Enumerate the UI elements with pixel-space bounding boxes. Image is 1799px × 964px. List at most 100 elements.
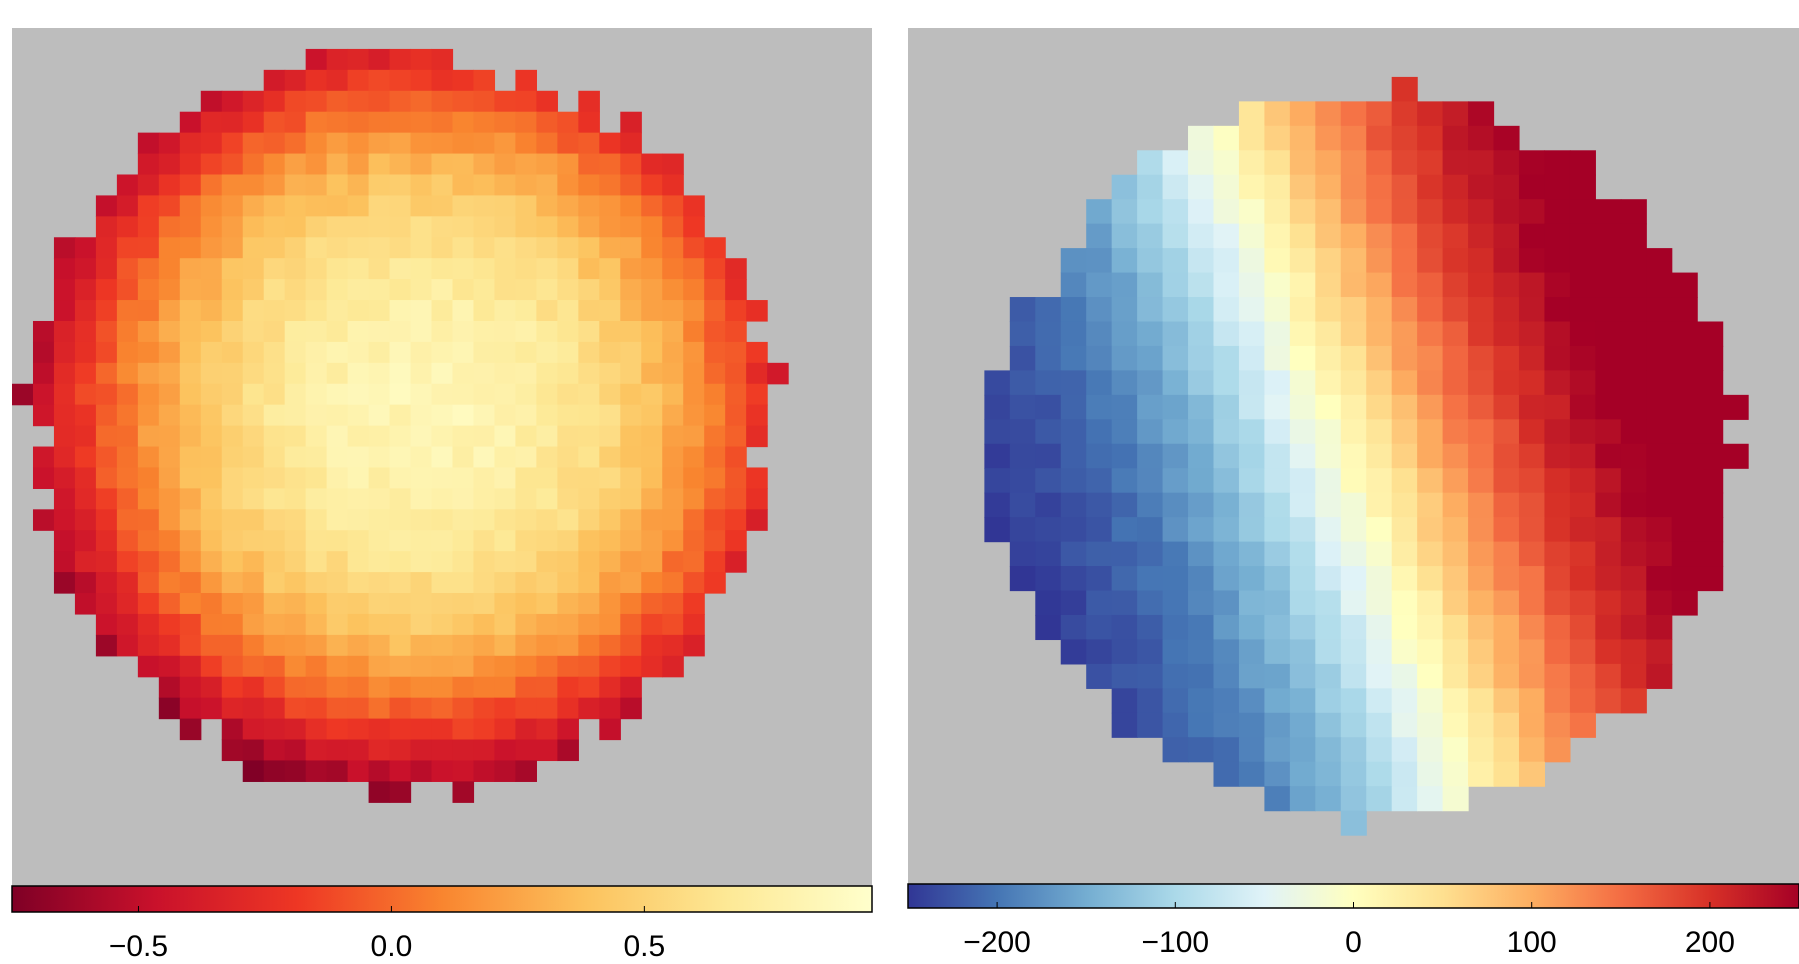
heatmap-cell [494,572,517,594]
heatmap-cell [1315,223,1342,249]
heatmap-cell [53,530,76,552]
heatmap-cell [263,467,286,489]
heatmap-cell [326,760,349,782]
heatmap-cell [179,718,202,741]
heatmap-cell [410,676,433,699]
heatmap-cell [1620,566,1647,592]
heatmap-cell [1518,174,1546,200]
heatmap-cell [1162,272,1189,298]
heatmap-cell [1569,345,1596,371]
heatmap-cell [1544,370,1571,396]
heatmap-cell [1518,297,1546,323]
heatmap-cell [263,760,286,782]
heatmap-cell [347,739,370,762]
heatmap-cell [305,613,328,636]
heatmap-cell [221,655,244,678]
heatmap-cell [1162,150,1189,176]
heatmap-cell [599,237,621,259]
heatmap-cell [473,488,496,510]
heatmap-cell [326,655,349,678]
heatmap-cell [1569,663,1596,689]
heatmap-cell [599,467,621,489]
heatmap-cell [158,676,181,699]
heatmap-cell [1366,419,1393,445]
heatmap-cell [368,551,391,573]
heatmap-cell [1671,443,1698,469]
heatmap-cell [1417,468,1444,494]
heatmap-cell [1315,101,1342,127]
heatmap-cell [1391,688,1418,714]
heatmap-cell [1009,419,1036,445]
heatmap-cell [515,237,537,259]
heatmap-cell [1289,248,1316,274]
heatmap-cell [431,195,454,217]
heatmap-cell [1544,199,1571,225]
heatmap-cell [284,488,307,510]
heatmap-cell [1188,492,1215,518]
heatmap-cell [1238,614,1265,641]
heatmap-cell [1188,223,1215,249]
heatmap-cell [1009,394,1036,420]
heatmap-cell [515,760,537,782]
heatmap-cell [1518,517,1546,543]
heatmap-cell [599,593,621,615]
heatmap-cell [1417,761,1444,787]
heatmap-cell [95,446,118,469]
heatmap-cell [347,446,370,469]
heatmap-cell [683,467,705,489]
heatmap-cell [1086,590,1113,616]
heatmap-cell [389,530,412,552]
heatmap-cell [1569,712,1596,738]
heatmap-cell [284,446,307,469]
heatmap-cell [1417,199,1444,225]
heatmap-cell [662,404,684,427]
heatmap-cell [1493,248,1520,274]
heatmap-cell [515,572,537,594]
heatmap-cell [452,655,475,678]
heatmap-cell [305,195,328,217]
heatmap-cell [1366,590,1393,616]
heatmap-cell [1238,321,1265,347]
heatmap-cell [1366,663,1393,689]
heatmap-cell [1162,419,1189,445]
heatmap-cell [347,383,370,406]
heatmap-cell [536,467,558,489]
heatmap-cell [137,216,160,238]
heatmap-cell [389,174,412,197]
heatmap-cell [641,404,663,427]
heatmap-cell [263,300,286,322]
heatmap-cell [1646,419,1673,445]
heatmap-cell [326,216,349,238]
heatmap-cell [599,362,621,385]
heatmap-cell [74,279,97,301]
heatmap-cell [1595,492,1622,518]
heatmap-cell [1289,566,1316,592]
heatmap-cell [452,781,475,803]
heatmap-cell [1315,566,1342,592]
heatmap-cell [1035,419,1062,445]
heatmap-cell [284,530,307,552]
heatmap-cell [452,697,475,720]
heatmap-cell [1671,297,1698,323]
heatmap-cell [326,174,349,197]
heatmap-cell [1188,125,1215,151]
heatmap-cell [1442,248,1469,274]
heatmap-cell [1544,566,1571,592]
heatmap-cell [95,362,118,385]
heatmap-cell [158,572,181,594]
heatmap-cell [326,739,349,762]
heatmap-cell [557,153,579,176]
heatmap-cell [200,237,223,259]
heatmap-cell [1289,443,1316,469]
heatmap-cell [326,551,349,573]
heatmap-cell [473,132,496,155]
heatmap-cell [1086,614,1113,641]
heatmap-cell [389,655,412,678]
heatmap-cell [431,320,454,343]
heatmap-cell [1188,639,1215,665]
heatmap-cell [1213,566,1240,592]
heatmap-cell [1595,272,1622,298]
heatmap-cell [368,739,391,762]
heatmap-cell [1544,174,1571,200]
heatmap-cell [410,132,433,155]
